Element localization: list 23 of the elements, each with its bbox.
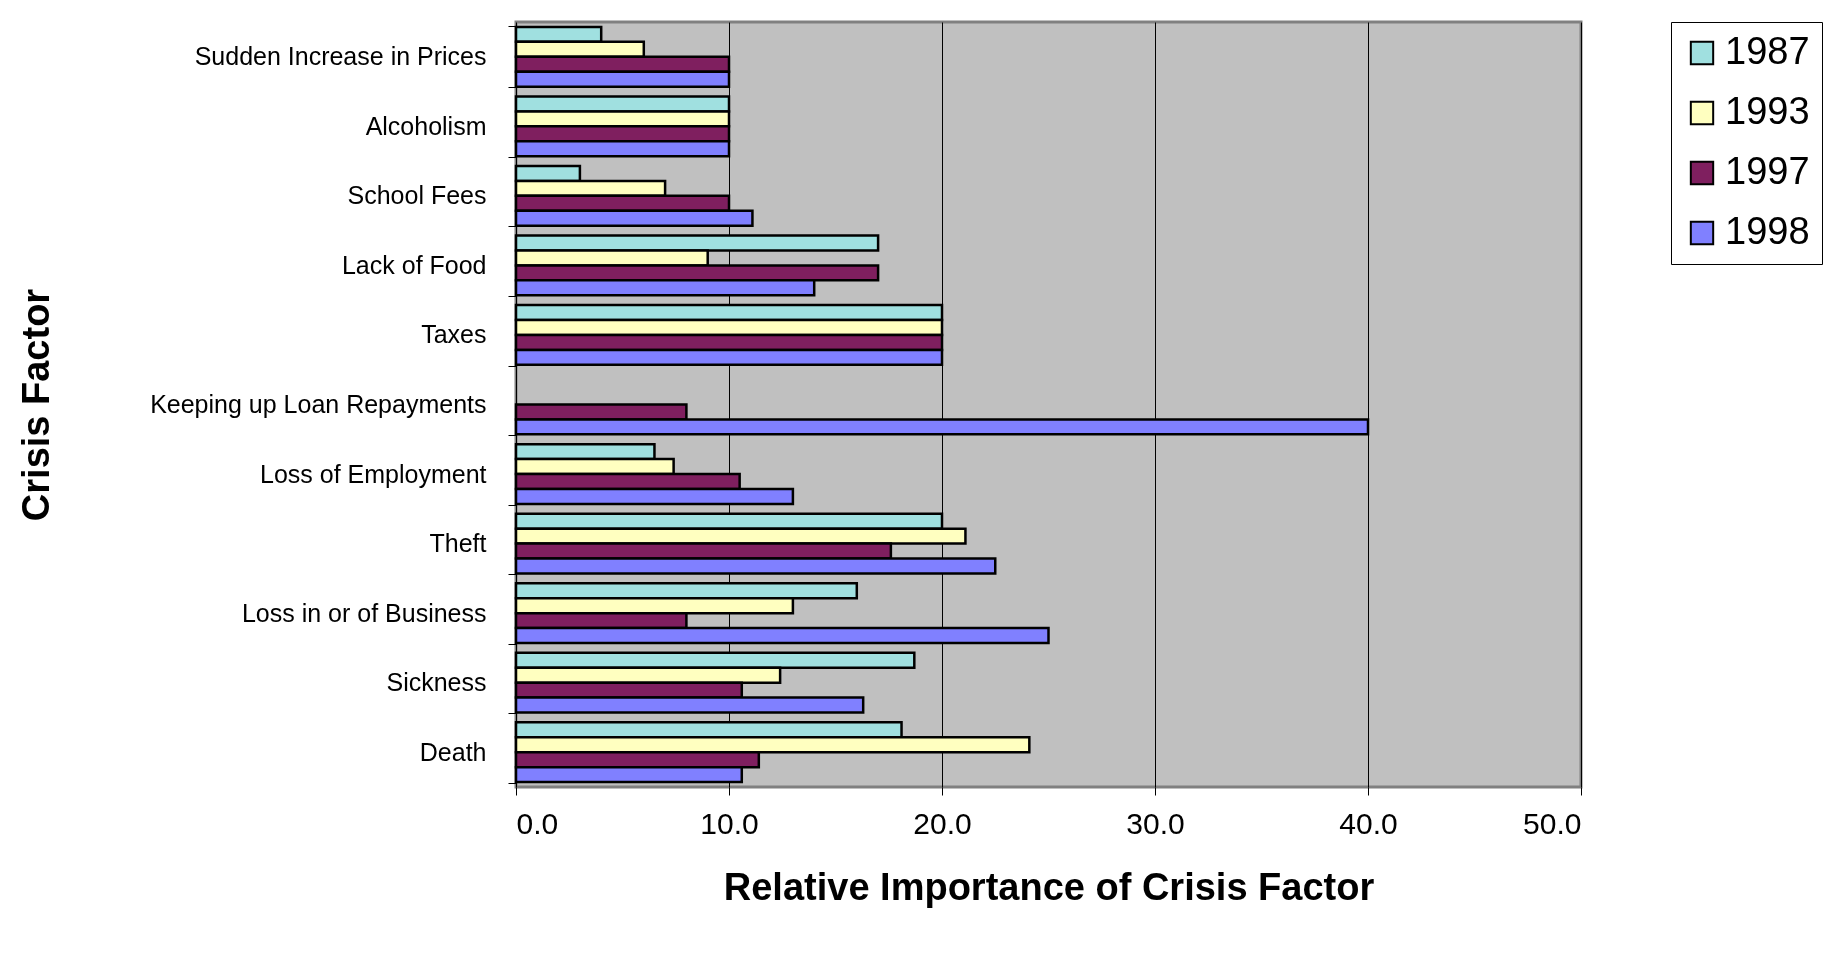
legend-label: 1998 [1725,210,1810,252]
y-tick-label: Taxes [421,320,487,349]
y-tick-label: Death [419,737,487,766]
legend-label: 1993 [1725,90,1810,132]
x-axis-title: Relative Importance of Crisis Factor [723,865,1375,908]
y-tick-label: Sickness [386,668,487,697]
x-tick-label: 30.0 [1126,806,1185,840]
y-tick-label: Loss in or of Business [241,598,487,627]
y-tick-label: Lack of Food [341,250,487,279]
y-tick-label: School Fees [347,181,487,210]
y-tick-label: Keeping up Loan Repayments [150,390,487,418]
legend-label: 1997 [1725,150,1810,192]
x-tick-label: 10.0 [700,806,759,840]
y-tick-label: Sudden Increase in Prices [194,42,487,71]
x-tick-label: 40.0 [1339,806,1398,840]
y-tick-label: Alcoholism [365,111,487,140]
y-tick-label: Loss of Employment [260,459,487,488]
x-tick-label: 50.0 [1523,806,1582,840]
x-tick-label: 20.0 [913,806,972,840]
y-axis-title: Crisis Factor [14,288,57,522]
y-tick-label: Theft [429,529,487,558]
legend-label: 1987 [1725,30,1810,72]
x-tick-label: 0.0 [516,806,559,840]
